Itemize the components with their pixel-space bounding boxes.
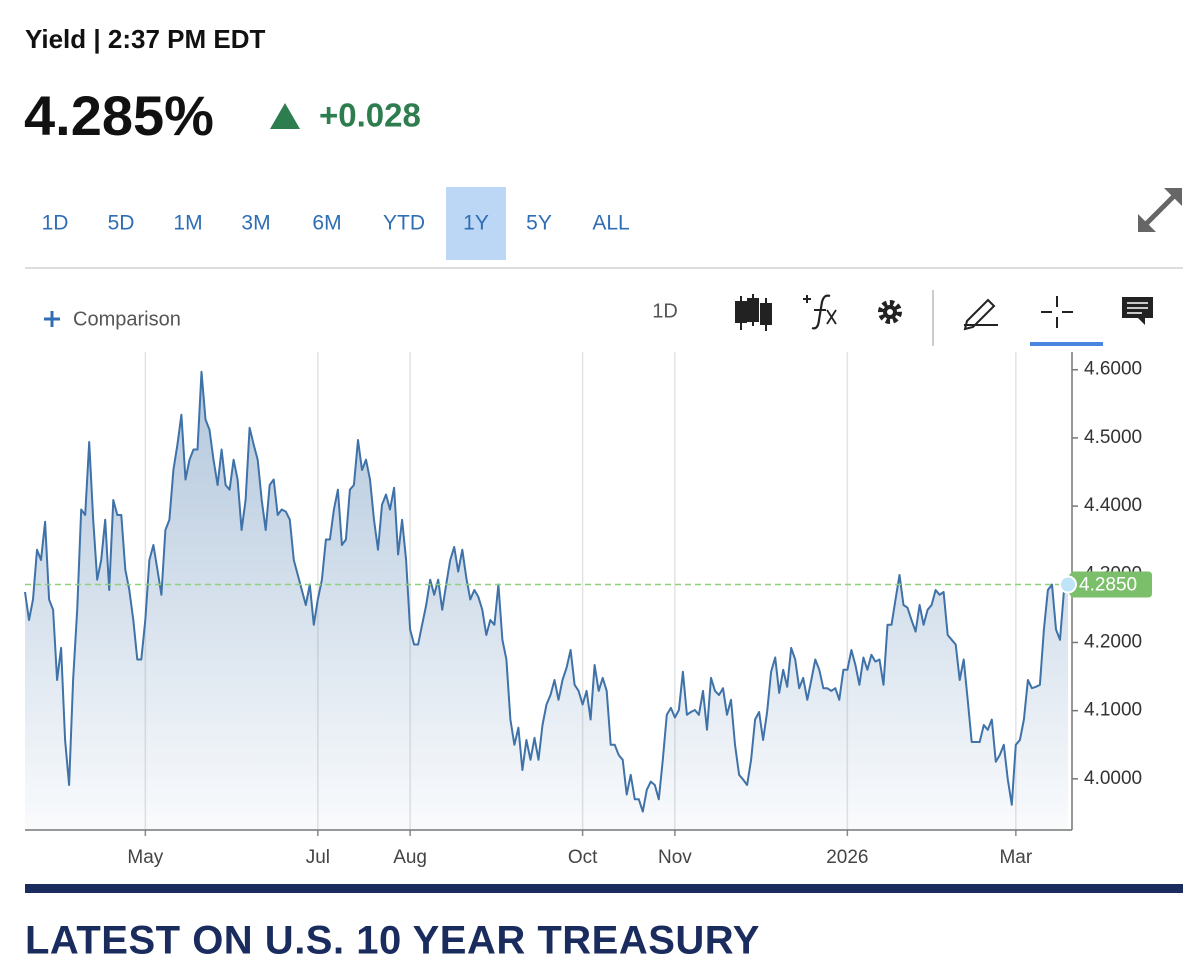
range-button[interactable]: 5Y	[526, 212, 552, 235]
section-rule	[25, 884, 1183, 893]
interval-button[interactable]: 1D	[652, 300, 678, 322]
comparison-label: Comparison	[73, 308, 181, 330]
x-tick-label: Oct	[568, 847, 598, 868]
draw-icon[interactable]	[963, 298, 998, 331]
quote-title: Yield | 2:37 PM EDT	[25, 24, 265, 54]
x-tick-label: Aug	[393, 847, 427, 868]
function-icon[interactable]	[803, 294, 837, 330]
range-button[interactable]: 6M	[312, 212, 341, 235]
comparison-button[interactable]: Comparison	[44, 308, 181, 330]
y-tick-label: 4.0000	[1084, 768, 1142, 789]
y-tick-label: 4.6000	[1084, 359, 1142, 380]
last-point	[1059, 575, 1077, 594]
y-tick-label: 4.2000	[1084, 631, 1142, 652]
y-tick-label: 4.1000	[1084, 700, 1142, 721]
area	[25, 371, 1068, 830]
section-heading: LATEST ON U.S. 10 YEAR TREASURY	[25, 919, 760, 963]
x-tick-label: Nov	[658, 847, 692, 868]
y-tick-label: 4.4000	[1084, 495, 1142, 516]
current-label-bg	[1062, 571, 1152, 598]
plus-icon	[44, 311, 60, 327]
settings-icon[interactable]	[878, 300, 902, 324]
candlestick-icon[interactable]	[735, 294, 772, 331]
range-button[interactable]: 1D	[42, 212, 69, 235]
up-arrow	[270, 103, 300, 129]
chart: May Jul Aug Oct Nov 2026 Mar 4.0000 4.1000 4.2000…	[24, 352, 1152, 868]
current-label: 4.2850	[1079, 575, 1137, 596]
x-tick-label: May	[127, 847, 163, 868]
line	[24, 370, 1069, 813]
range-button[interactable]: 1M	[173, 212, 202, 235]
range-button[interactable]: ALL	[592, 212, 629, 235]
range-button[interactable]: 3M	[241, 212, 270, 235]
y-tick-label: 4.5000	[1084, 427, 1142, 448]
crosshair-icon[interactable]	[1030, 296, 1103, 346]
price: 4.285%	[24, 84, 214, 147]
range-button[interactable]: 5D	[108, 212, 135, 235]
x-tick-label: Mar	[999, 847, 1032, 868]
price-change: +0.028	[319, 97, 421, 134]
x-tick-label: 2026	[826, 847, 868, 868]
comment-icon[interactable]	[1122, 297, 1153, 325]
x-tick-label: Jul	[306, 847, 330, 868]
range-button[interactable]: YTD	[383, 212, 425, 235]
range-button[interactable]: 1Y	[463, 212, 489, 235]
range-selected-bg	[446, 187, 506, 260]
expand-icon[interactable]	[1138, 188, 1182, 232]
range-selector: 1D 5D 1M 3M 6M YTD 1Y 5Y ALL	[42, 187, 630, 260]
